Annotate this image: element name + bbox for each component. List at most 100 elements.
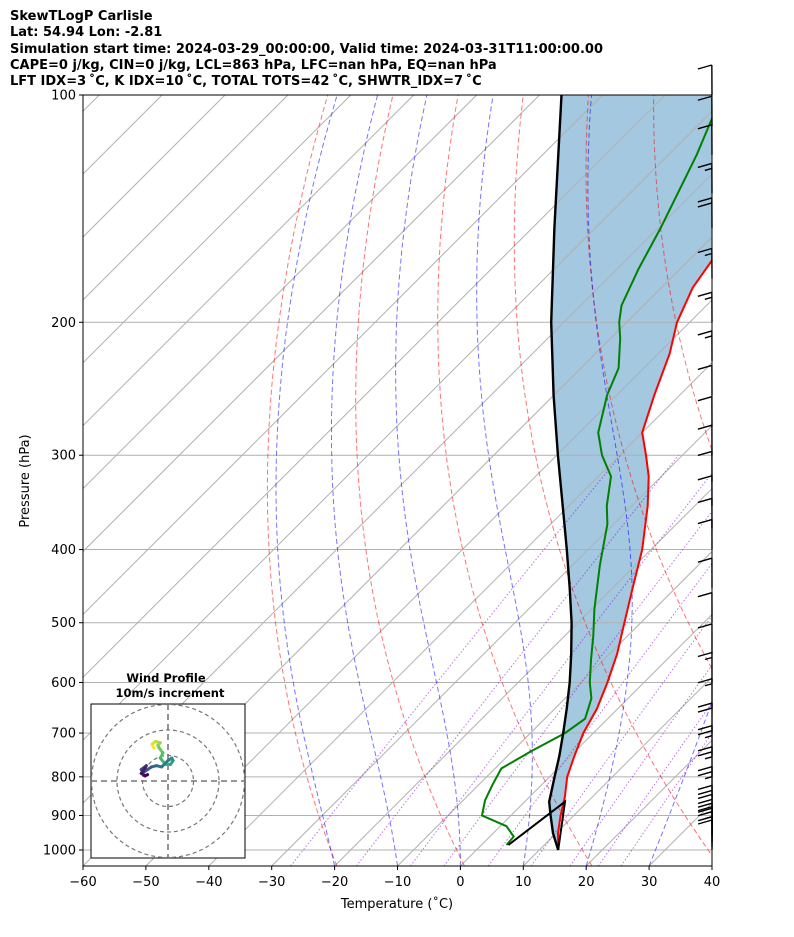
hodograph-inset: Wind Profile 10m/s increment [90,671,246,859]
mixing-ratio-20 [620,732,712,866]
barb-flag [697,784,713,791]
isotherm--180 [83,95,100,112]
barb-flag [697,330,713,336]
barb-flag [697,802,713,808]
moist-adiabat--10 [330,95,398,866]
parcel-line [547,95,573,851]
barb-flag [697,124,713,130]
barb-flag [697,592,713,598]
barb-flag [697,702,713,708]
hodograph-subtitle: 10m/s increment [116,686,225,700]
cin-shading [549,95,712,850]
wind-barb [697,592,713,623]
barb-flag [697,724,713,731]
dry-adiabat-330 [585,95,712,670]
isotherm--30 [271,424,712,866]
isotherm--150 [83,95,289,301]
barb-half-flag [704,252,713,257]
wind-barb [697,450,713,482]
moist-adiabat-30 [648,699,712,866]
moist-adiabat-50 [775,95,794,866]
wind-barb [697,64,713,96]
x-tick-label: 30 [641,875,658,890]
hodograph-segment [142,765,153,774]
y-tick-label: 200 [51,316,76,331]
isotherm--100 [83,95,603,616]
y-tick-label: 100 [51,89,76,104]
isotherm--140 [83,95,352,364]
wind-barb [697,396,713,427]
barb-flag [697,64,713,70]
background-lines [83,95,794,866]
x-axis-label: Temperature (˚C) [340,896,453,912]
barb-flag [697,450,713,457]
chart-header: SkewTLogP Carlisle Lat: 54.94 Lon: -2.81… [10,9,603,90]
dry-adiabat-310 [513,95,712,857]
mixing-ratio-0.4 [290,454,621,866]
x-tick-label: 20 [578,875,595,890]
isotherm-50 [775,95,794,866]
barb-flag [697,729,713,736]
x-tick-label: 0 [456,875,464,890]
mixing-ratio-16 [597,701,712,866]
hodograph-segment [160,759,170,769]
moist-adiabat-10 [476,95,533,866]
wind-barb [697,724,713,756]
barb-half-flag [704,734,713,739]
y-tick-label: 900 [51,809,76,824]
dry-adiabat-290 [437,95,593,866]
wind-barb [697,424,713,456]
barb-flag [697,766,713,772]
barb-half-flag [704,683,713,687]
y-tick-label: 500 [51,616,76,631]
wind-barb [697,518,713,550]
lcl-line [507,799,567,851]
isotherm-40 [711,865,712,866]
barb-flag [697,95,713,101]
wind-barb [697,557,713,589]
location-info: Lat: 54.94 Lon: -2.81 [10,25,163,41]
barb-flag [697,789,713,796]
profiles [480,95,712,851]
y-axis-label: Pressure (hPa) [18,434,33,527]
moist-adiabat-20 [585,95,633,866]
barb-flag [697,678,713,684]
mixing-ratio-3 [443,510,712,866]
wind-barb [697,197,713,228]
isotherm--110 [83,95,540,553]
barb-flag [697,771,713,777]
dry-adiabat-390 [784,95,794,866]
chart-title: SkewTLogP Carlisle [10,9,153,24]
x-tick-label: −50 [132,875,159,890]
simulation-time-info: Simulation start time: 2024-03-29_00:00:… [10,41,603,57]
barb-flag [697,497,713,504]
y-tick-label: 800 [51,770,76,785]
x-tick-label: −40 [195,875,222,890]
wind-barb [697,291,713,323]
y-tick-label: 400 [51,543,76,558]
isotherm-10 [522,676,712,866]
mixing-ratio-5 [487,562,712,866]
moist-adiabat--20 [275,95,338,866]
x-tick-label: 10 [515,875,532,890]
y-tick-label: 300 [51,449,76,464]
barb-flag [697,805,713,812]
barb-half-flag [704,816,713,820]
barb-flag [697,651,713,658]
mixing-ratio-1 [355,454,679,866]
barb-flag [697,518,713,525]
barb-flag [697,557,713,563]
hodograph-segment [143,773,150,778]
convective-indices-2: LFT IDX=3 ˚C, K IDX=10 ˚C, TOTAL TOTS=42… [10,74,482,90]
barb-half-flag [704,167,713,172]
barb-flag [697,396,713,402]
barb-flag [697,819,713,825]
hodograph-content [91,704,245,858]
barb-flag [697,793,713,800]
barb-flag [697,798,713,805]
barb-flag [697,746,713,752]
x-tick-label: −20 [321,875,348,890]
wind-barb [697,162,713,194]
barb-flag [697,424,713,430]
barb-half-flag [704,776,713,780]
